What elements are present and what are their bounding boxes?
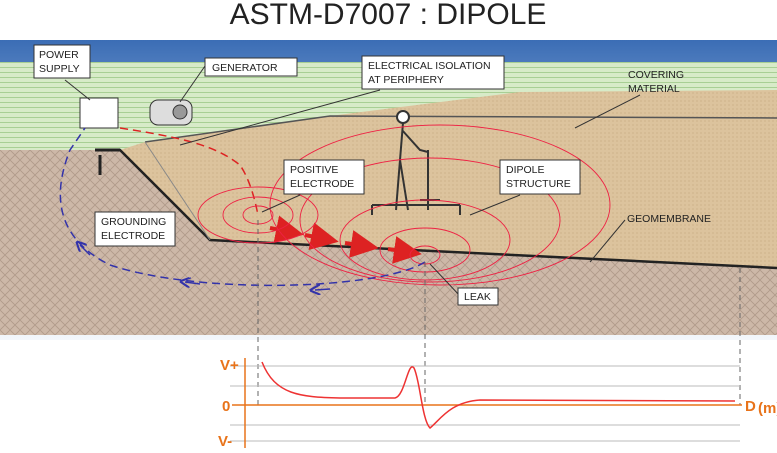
label: SUPPLY bbox=[39, 63, 80, 75]
label: POWER bbox=[39, 49, 79, 61]
label: GROUNDING bbox=[101, 216, 166, 228]
shape bbox=[315, 289, 330, 290]
label: COVERING bbox=[628, 69, 684, 81]
axis-unit: (m) bbox=[758, 400, 777, 417]
label: MATERIAL bbox=[628, 83, 680, 95]
axis-label: V+ bbox=[220, 357, 239, 374]
axis-label: D bbox=[745, 398, 756, 415]
shape bbox=[80, 98, 118, 128]
graph: V+ 0 V- D (m) bbox=[218, 357, 777, 450]
label: POSITIVE bbox=[290, 164, 338, 176]
axis-label: V- bbox=[218, 433, 232, 450]
shape bbox=[397, 111, 409, 123]
shape bbox=[173, 105, 187, 119]
shape bbox=[262, 362, 735, 428]
label: LEAK bbox=[464, 291, 491, 303]
label: STRUCTURE bbox=[506, 178, 571, 190]
title: ASTM-D7007 : DIPOLE bbox=[230, 0, 547, 31]
axis-label: 0 bbox=[222, 398, 230, 415]
shape bbox=[230, 366, 740, 441]
label: GEOMEMBRANE bbox=[627, 213, 711, 225]
label: ELECTRODE bbox=[101, 230, 165, 242]
diagram: ASTM-D7007 : DIPOLE POWER SUPPLY GENERAT… bbox=[0, 0, 777, 453]
label: ELECTRICAL ISOLATION bbox=[368, 60, 491, 72]
label: DIPOLE bbox=[506, 164, 545, 176]
label: ELECTRODE bbox=[290, 178, 354, 190]
label: GENERATOR bbox=[212, 62, 278, 74]
label: AT PERIPHERY bbox=[368, 74, 444, 86]
